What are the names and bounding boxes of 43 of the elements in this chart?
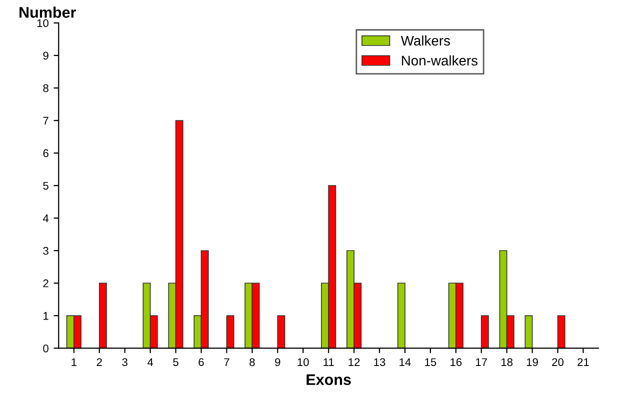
x-tick-label: 15 (425, 358, 436, 366)
y-tick-label: 8 (43, 84, 48, 92)
bar (397, 282, 406, 348)
x-tick-label: 20 (552, 358, 564, 366)
y-tick-label: 6 (43, 149, 48, 158)
x-tick-label: 19 (526, 358, 538, 366)
x-tick-label: 10 (298, 358, 309, 366)
x-tick-label: 9 (275, 358, 280, 366)
x-tick-label: 5 (173, 358, 178, 366)
x-tick-label: 1 (72, 358, 76, 366)
x-tick-label: 7 (224, 358, 230, 366)
bar (226, 315, 234, 348)
x-tick-label: 13 (374, 358, 386, 366)
bar (98, 282, 107, 348)
x-tick-label: 21 (578, 358, 589, 366)
y-tick-label: 0 (43, 344, 48, 352)
legend-label: Non-walkers (402, 55, 478, 66)
x-tick-label: 4 (147, 358, 154, 366)
y-tick-label: 2 (43, 279, 48, 288)
bar (557, 315, 566, 348)
x-tick-label: 14 (400, 358, 411, 366)
x-tick-label: 6 (198, 358, 204, 366)
bar (480, 315, 489, 348)
y-tick-label: 10 (37, 19, 48, 28)
bar (524, 315, 533, 348)
y-tick-label: 3 (43, 246, 48, 255)
x-tick-label: 11 (324, 358, 334, 366)
x-tick-label: 16 (450, 358, 462, 366)
x-tick-label: 3 (122, 358, 128, 366)
x-tick-label: 12 (348, 358, 360, 366)
x-tick-label: 18 (501, 358, 513, 366)
x-axis-title: Exons (306, 374, 351, 386)
x-tick-label: 2 (96, 358, 102, 366)
y-tick-label: 4 (42, 214, 49, 222)
legend-label: Walkers (400, 35, 450, 46)
y-tick-label: 9 (43, 52, 48, 60)
y-tick-label: 7 (43, 116, 48, 125)
y-tick-label: 1 (44, 312, 48, 320)
bar (277, 315, 286, 348)
x-tick-label: 17 (476, 358, 487, 366)
y-tick-label: 5 (43, 182, 48, 190)
y-axis-title: Number (20, 6, 76, 18)
x-tick-label: 8 (250, 358, 255, 366)
